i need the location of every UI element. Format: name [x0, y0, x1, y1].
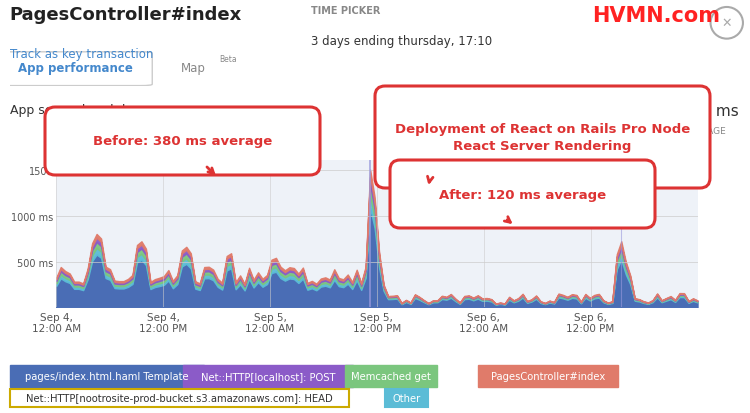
Text: After: 120 ms average: After: 120 ms average: [439, 188, 606, 201]
Text: Net::HTTP[nootrosite-prod-bucket.s3.amazonaws.com]: HEAD: Net::HTTP[nootrosite-prod-bucket.s3.amaz…: [26, 393, 333, 403]
Text: ✕: ✕: [722, 17, 732, 30]
Text: HVMN.com: HVMN.com: [592, 6, 721, 26]
Text: Other: Other: [392, 393, 421, 403]
FancyBboxPatch shape: [10, 365, 204, 387]
FancyBboxPatch shape: [183, 365, 353, 387]
Text: TIME PICKER: TIME PICKER: [311, 6, 380, 16]
Text: AVERAGE: AVERAGE: [685, 127, 727, 136]
FancyBboxPatch shape: [390, 161, 655, 228]
Text: Map: Map: [181, 62, 206, 75]
Text: pages/index.html.haml Template: pages/index.html.haml Template: [26, 371, 189, 381]
FancyBboxPatch shape: [375, 87, 710, 189]
Text: Net::HTTP[localhost]: POST: Net::HTTP[localhost]: POST: [201, 371, 335, 381]
Text: 243 ms: 243 ms: [682, 104, 740, 119]
FancyBboxPatch shape: [385, 389, 428, 407]
Text: 3 days ending thursday, 17:10: 3 days ending thursday, 17:10: [311, 35, 492, 48]
Text: Track as key transaction: Track as key transaction: [10, 47, 153, 60]
Text: 0.92: 0.92: [634, 104, 668, 119]
Text: APDEX: APDEX: [634, 127, 664, 136]
Text: Beta: Beta: [219, 55, 237, 64]
FancyBboxPatch shape: [10, 389, 349, 407]
FancyBboxPatch shape: [0, 53, 152, 86]
Text: Memcached get: Memcached get: [351, 371, 431, 381]
FancyBboxPatch shape: [45, 108, 320, 176]
Text: Deployment of React on Rails Pro Node
React Server Rendering: Deployment of React on Rails Pro Node Re…: [394, 123, 690, 153]
Text: App performance: App performance: [18, 62, 133, 75]
FancyBboxPatch shape: [345, 365, 437, 387]
FancyBboxPatch shape: [478, 365, 618, 387]
Text: PagesController#index: PagesController#index: [10, 6, 242, 24]
Text: PagesController#index: PagesController#index: [490, 371, 605, 381]
Text: App server breakdown: App server breakdown: [10, 104, 151, 117]
Text: Before: 380 ms average: Before: 380 ms average: [93, 135, 272, 148]
